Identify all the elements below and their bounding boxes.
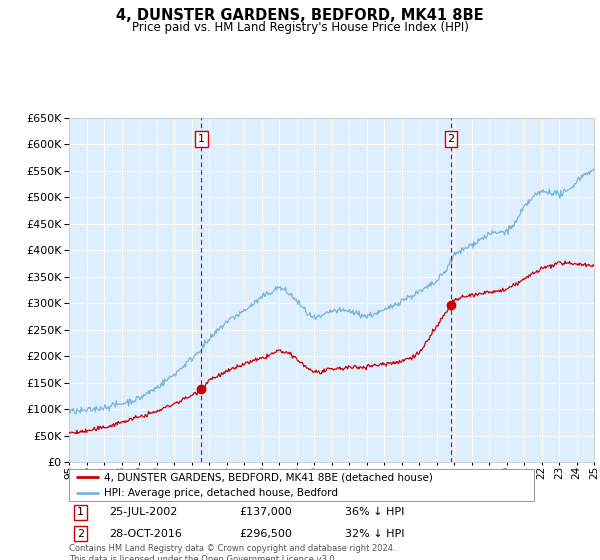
Text: 2: 2 [77,529,84,539]
Text: 36% ↓ HPI: 36% ↓ HPI [345,507,404,517]
Text: 1: 1 [77,507,84,517]
Text: £296,500: £296,500 [239,529,292,539]
Text: 4, DUNSTER GARDENS, BEDFORD, MK41 8BE (detached house): 4, DUNSTER GARDENS, BEDFORD, MK41 8BE (d… [104,473,433,483]
Text: Price paid vs. HM Land Registry's House Price Index (HPI): Price paid vs. HM Land Registry's House … [131,21,469,34]
Text: 32% ↓ HPI: 32% ↓ HPI [345,529,404,539]
Text: 1: 1 [198,134,205,144]
Text: 2: 2 [448,134,455,144]
Text: 4, DUNSTER GARDENS, BEDFORD, MK41 8BE: 4, DUNSTER GARDENS, BEDFORD, MK41 8BE [116,8,484,24]
Text: Contains HM Land Registry data © Crown copyright and database right 2024.
This d: Contains HM Land Registry data © Crown c… [69,544,395,560]
Text: 28-OCT-2016: 28-OCT-2016 [109,529,182,539]
Text: 25-JUL-2002: 25-JUL-2002 [109,507,177,517]
Text: £137,000: £137,000 [239,507,292,517]
Text: HPI: Average price, detached house, Bedford: HPI: Average price, detached house, Bedf… [104,488,338,498]
